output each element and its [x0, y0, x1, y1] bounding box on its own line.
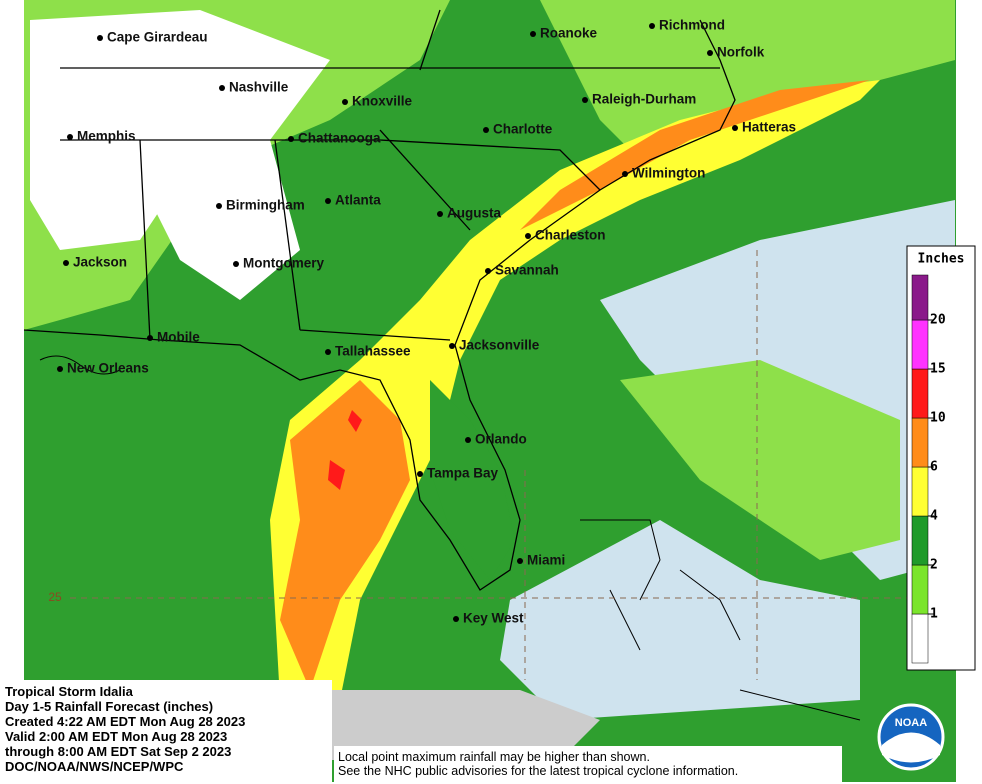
- city-dot: [325, 198, 331, 204]
- city-dot: [525, 233, 531, 239]
- city-label: Montgomery: [243, 256, 324, 271]
- city-label: Richmond: [659, 18, 725, 33]
- info-text: Tropical Storm Idalia Day 1-5 Rainfall Fo…: [5, 684, 245, 774]
- city-labels: Cape Girardeau Roanoke Richmond Norfolk Nash…: [57, 18, 796, 626]
- legend-title: Inches: [918, 252, 965, 267]
- city-dot: [732, 125, 738, 131]
- legend-swatch: [911, 613, 929, 664]
- graticule: [70, 250, 955, 680]
- city-label: Memphis: [77, 129, 136, 144]
- text-line: through 8:00 AM EDT Sat Sep 2 2023: [5, 744, 231, 759]
- text-line: Created 4:22 AM EDT Mon Aug 28 2023: [5, 714, 245, 729]
- city-dot: [97, 35, 103, 41]
- city-label: Savannah: [495, 263, 559, 278]
- city-dot: [233, 261, 239, 267]
- legend-swatch: [911, 417, 929, 468]
- city-dot: [449, 343, 455, 349]
- info-box: Tropical Storm Idalia Day 1-5 Rainfall Fo…: [0, 680, 332, 784]
- legend-swatch: [911, 564, 929, 615]
- noaa-logo: NOAA: [877, 703, 945, 771]
- city-dot: [67, 134, 73, 140]
- city-dot: [582, 97, 588, 103]
- legend-tick-label: 1: [930, 607, 938, 622]
- city-dot: [437, 211, 443, 217]
- legend-tick-label: 2: [930, 558, 938, 573]
- text-line: Valid 2:00 AM EDT Mon Aug 28 2023: [5, 729, 227, 744]
- city-label: Hatteras: [742, 120, 796, 135]
- city-dot: [342, 99, 348, 105]
- city-dot: [417, 471, 423, 477]
- city-dot: [530, 31, 536, 37]
- city-label: Wilmington: [632, 166, 705, 181]
- city-dot: [483, 127, 489, 133]
- city-label: Raleigh-Durham: [592, 92, 696, 107]
- city-label: Cape Girardeau: [107, 30, 208, 45]
- city-label: Roanoke: [540, 26, 598, 41]
- legend-tick-label: 15: [930, 362, 946, 377]
- boundaries: [23, 9, 861, 721]
- legend-tick-label: 4: [930, 509, 938, 524]
- city-label: Mobile: [157, 330, 200, 345]
- city-label: Charlotte: [493, 122, 553, 137]
- footnote-background: [334, 746, 842, 784]
- city-label: Tampa Bay: [427, 466, 499, 481]
- text-line: Day 1-5 Rainfall Forecast (inches): [5, 699, 213, 714]
- city-dot: [453, 616, 459, 622]
- city-label: Key West: [463, 611, 524, 626]
- city-label: Tallahassee: [335, 344, 411, 359]
- city-dot: [216, 203, 222, 209]
- city-dot: [147, 335, 153, 341]
- city-label: Jacksonville: [459, 338, 540, 353]
- legend-tick-label: 20: [930, 313, 946, 328]
- footnote-box: Local point maximum rainfall may be high…: [334, 746, 842, 784]
- map-background: [24, 0, 956, 782]
- text-line: See the NHC public advisories for the la…: [338, 764, 738, 778]
- legend-swatch: [911, 466, 929, 517]
- city-dot: [57, 366, 63, 372]
- legend-tick-label: 10: [930, 411, 946, 426]
- legend-tick-label: 6: [930, 460, 938, 475]
- city-label: Orlando: [475, 432, 527, 447]
- legend-swatch: [911, 515, 929, 566]
- city-label: New Orleans: [67, 361, 149, 376]
- legend-swatch: [911, 319, 929, 370]
- text-line: Local point maximum rainfall may be high…: [338, 750, 650, 764]
- city-dot: [517, 558, 523, 564]
- text-line: Tropical Storm Idalia: [5, 684, 134, 699]
- city-label: Charleston: [535, 228, 606, 243]
- city-label: Knoxville: [352, 94, 413, 109]
- city-label: Birmingham: [226, 198, 305, 213]
- city-dot: [707, 50, 713, 56]
- city-label: Augusta: [447, 206, 501, 221]
- city-dot: [325, 349, 331, 355]
- city-dot: [219, 85, 225, 91]
- city-label: Chattanooga: [298, 131, 381, 146]
- city-label: Atlanta: [335, 193, 381, 208]
- city-dot: [649, 23, 655, 29]
- city-dot: [63, 260, 69, 266]
- legend-swatch: [911, 368, 929, 419]
- legend-swatch: [911, 274, 929, 321]
- city-label: Norfolk: [717, 45, 765, 60]
- footnote-text: Local point maximum rainfall may be high…: [338, 750, 738, 778]
- city-dot: [465, 437, 471, 443]
- city-label: Miami: [527, 553, 565, 568]
- city-dot: [288, 136, 294, 142]
- logo-text: NOAA: [895, 717, 927, 729]
- text-line: DOC/NOAA/NWS/NCEP/WPC: [5, 759, 184, 774]
- city-dot: [485, 268, 491, 274]
- legend: Inches 1 2 4 6 10 15 20: [906, 245, 976, 671]
- city-label: Jackson: [73, 255, 127, 270]
- info-background: [0, 680, 332, 784]
- latitude-label: 25: [48, 590, 62, 604]
- city-label: Nashville: [229, 80, 289, 95]
- city-dot: [622, 171, 628, 177]
